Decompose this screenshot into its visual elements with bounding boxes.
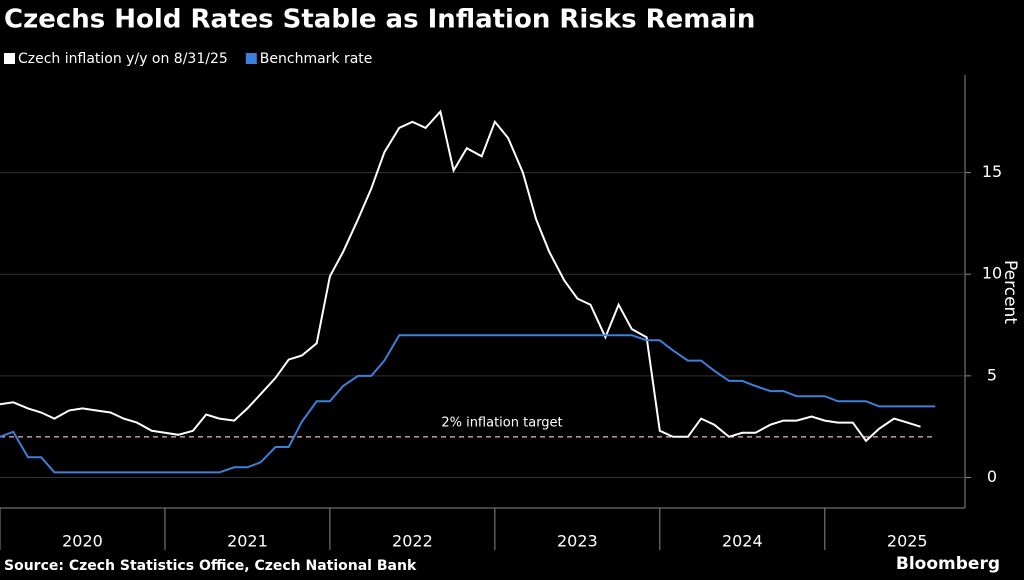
logo: Bloomberg xyxy=(896,554,1000,574)
x-tick-label: 2023 xyxy=(557,532,598,551)
legend-swatch xyxy=(245,53,257,64)
series-line xyxy=(0,334,936,474)
y-tick-label: 10 xyxy=(982,264,1002,283)
y-tick-label: 5 xyxy=(987,365,997,384)
legend-swatch xyxy=(4,53,15,64)
y-tick-label: 0 xyxy=(987,467,997,486)
legend-label: Benchmark rate xyxy=(260,51,373,67)
x-tick-label: 2024 xyxy=(722,532,763,551)
legend-label: Czech inflation y/y on 8/31/25 xyxy=(18,51,228,67)
x-tick-label: 2025 xyxy=(887,532,928,551)
y-tick-label: 15 xyxy=(982,162,1002,181)
series-line xyxy=(0,109,921,443)
x-tick-label: 2021 xyxy=(227,532,268,551)
source: Source: Czech Statistics Office, Czech N… xyxy=(4,558,417,574)
x-tick-label: 2022 xyxy=(392,532,433,551)
target-label: 2% inflation target xyxy=(441,415,562,430)
x-tick-label: 2020 xyxy=(62,532,103,551)
chart-title: Czechs Hold Rates Stable as Inflation Ri… xyxy=(4,5,755,35)
y-axis-label: Percent xyxy=(1000,260,1020,324)
